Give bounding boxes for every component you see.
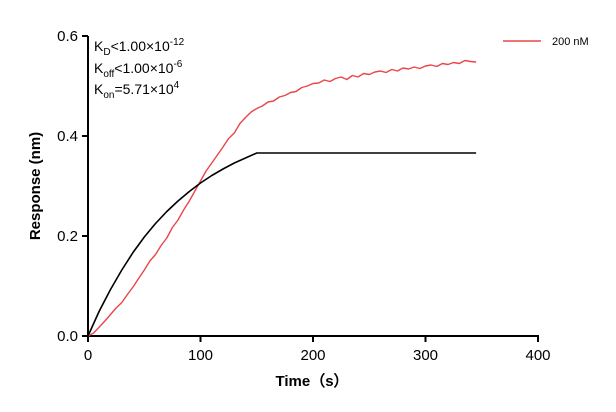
x-tick-label: 200: [300, 347, 325, 364]
annotation-kd: KD<1.00×10-12: [94, 37, 185, 58]
x-tick-label: 400: [525, 347, 550, 364]
y-tick-label: 0.0: [57, 328, 78, 345]
axes: 0 100 200 300 400 0.0 0.2 0.4 0.6: [57, 28, 550, 364]
y-tick-label: 0.6: [57, 28, 78, 45]
annotation-koff: Koff<1.00×10-6: [94, 59, 183, 80]
series-line-200nm: [87, 59, 477, 337]
x-tick-label: 0: [84, 347, 92, 364]
y-axis-label: Response (nm): [27, 132, 44, 240]
legend: 200 nM: [503, 36, 589, 48]
svg-text:KD<1.00×10-12: KD<1.00×10-12: [94, 37, 185, 58]
x-tick-label: 300: [413, 347, 438, 364]
svg-text:Kon=5.71×104: Kon=5.71×104: [94, 80, 180, 101]
svg-text:Koff<1.00×10-6: Koff<1.00×10-6: [94, 59, 183, 80]
annotation-kon: Kon=5.71×104: [94, 80, 180, 101]
y-tick-label: 0.4: [57, 128, 78, 145]
y-tick-label: 0.2: [57, 228, 78, 245]
series-group: [87, 59, 477, 337]
x-axis-label: Time（s）: [275, 372, 348, 390]
legend-label-200nm: 200 nM: [552, 36, 589, 48]
x-tick-label: 100: [188, 347, 213, 364]
fit-curve-line: [87, 152, 477, 337]
